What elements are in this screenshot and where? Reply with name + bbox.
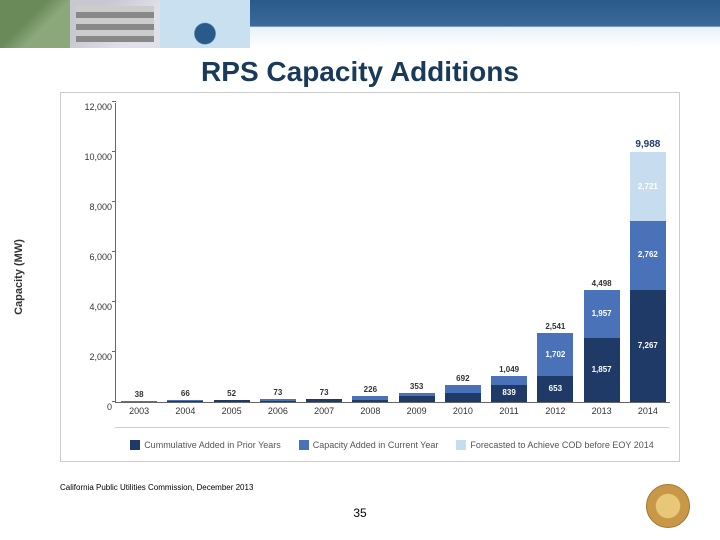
bar-value-label: 9,988: [630, 140, 666, 150]
bar-value-label: 52: [214, 390, 250, 398]
bar-value-label: 66: [167, 390, 203, 398]
legend-item: Forecasted to Achieve COD before EOY 201…: [456, 440, 653, 450]
bar-segment: [352, 400, 388, 402]
bar-segment: [399, 393, 435, 396]
y-tick-label: 2,000: [72, 352, 112, 362]
bar-value-label: 4,498: [584, 280, 620, 288]
bar-segment: [214, 400, 250, 402]
x-tick-label: 2007: [306, 406, 342, 416]
bar-segment: [445, 393, 481, 402]
bar-segment: [260, 401, 296, 402]
header-strip: [0, 0, 720, 48]
bar-segment-label: 1,702: [537, 351, 573, 359]
bar-segment-label: 2,762: [630, 251, 666, 259]
legend-item: Capacity Added in Current Year: [299, 440, 439, 450]
bar-value-label: 38: [121, 391, 157, 399]
bar-value-label: 226: [352, 386, 388, 394]
bar-segment: [121, 401, 157, 402]
legend-swatch: [299, 440, 309, 450]
legend-label: Forecasted to Achieve COD before EOY 201…: [470, 440, 653, 450]
bar-value-label: 73: [306, 389, 342, 397]
x-tick-label: 2013: [584, 406, 620, 416]
x-tick-label: 2014: [630, 406, 666, 416]
x-tick-label: 2012: [537, 406, 573, 416]
x-tick-label: 2008: [352, 406, 388, 416]
legend: Cummulative Added in Prior Years Capacity…: [115, 427, 669, 455]
y-tick-label: 12,000: [72, 102, 112, 112]
page-number: 35: [353, 506, 366, 520]
bar-segment-label: 839: [491, 389, 527, 397]
slide-title: RPS Capacity Additions: [0, 56, 720, 88]
legend-swatch: [456, 440, 466, 450]
source-note: California Public Utilities Commission, …: [60, 483, 253, 492]
x-tick-label: 2009: [399, 406, 435, 416]
bar-segment: [306, 399, 342, 402]
header-gradient-bar: [250, 0, 720, 48]
legend-item: Cummulative Added in Prior Years: [130, 440, 281, 450]
bar-segment: [260, 399, 296, 400]
y-axis-label: Capacity (MW): [13, 239, 25, 315]
bar-segment-label: 1,957: [584, 310, 620, 318]
bar-segment: [399, 396, 435, 402]
bar-segment: [491, 376, 527, 385]
plot-area: 02,0004,0006,0008,00010,00012,0003820036…: [115, 103, 670, 403]
bar-segment: [167, 401, 203, 402]
bar-segment: [445, 385, 481, 393]
x-tick-label: 2004: [167, 406, 203, 416]
x-tick-label: 2003: [121, 406, 157, 416]
legend-label: Cummulative Added in Prior Years: [144, 440, 281, 450]
legend-swatch: [130, 440, 140, 450]
bar-value-label: 353: [399, 383, 435, 391]
bar-segment: [352, 396, 388, 400]
header-image-water-ripple: [160, 0, 250, 48]
bar-value-label: 1,049: [491, 366, 527, 374]
bar-segment-label: 653: [537, 385, 573, 393]
x-tick-label: 2011: [491, 406, 527, 416]
bar-value-label: 692: [445, 375, 481, 383]
x-tick-label: 2006: [260, 406, 296, 416]
y-tick-label: 10,000: [72, 152, 112, 162]
chart-container: Capacity (MW) 02,0004,0006,0008,00010,00…: [60, 92, 680, 462]
y-tick-label: 0: [72, 402, 112, 412]
bar-segment: [167, 400, 203, 401]
y-tick-label: 8,000: [72, 202, 112, 212]
x-tick-label: 2010: [445, 406, 481, 416]
bar-segment-label: 1,857: [584, 366, 620, 374]
y-tick-label: 6,000: [72, 252, 112, 262]
bar-segment-label: 2,721: [630, 183, 666, 191]
state-seal-icon: [646, 484, 690, 528]
bar-segment-label: 7,267: [630, 342, 666, 350]
x-tick-label: 2005: [214, 406, 250, 416]
header-image-house: [0, 0, 70, 48]
bar-value-label: 73: [260, 389, 296, 397]
header-image-calculator: [70, 0, 160, 48]
legend-label: Capacity Added in Current Year: [313, 440, 439, 450]
y-tick-label: 4,000: [72, 302, 112, 312]
bar-value-label: 2,541: [537, 323, 573, 331]
